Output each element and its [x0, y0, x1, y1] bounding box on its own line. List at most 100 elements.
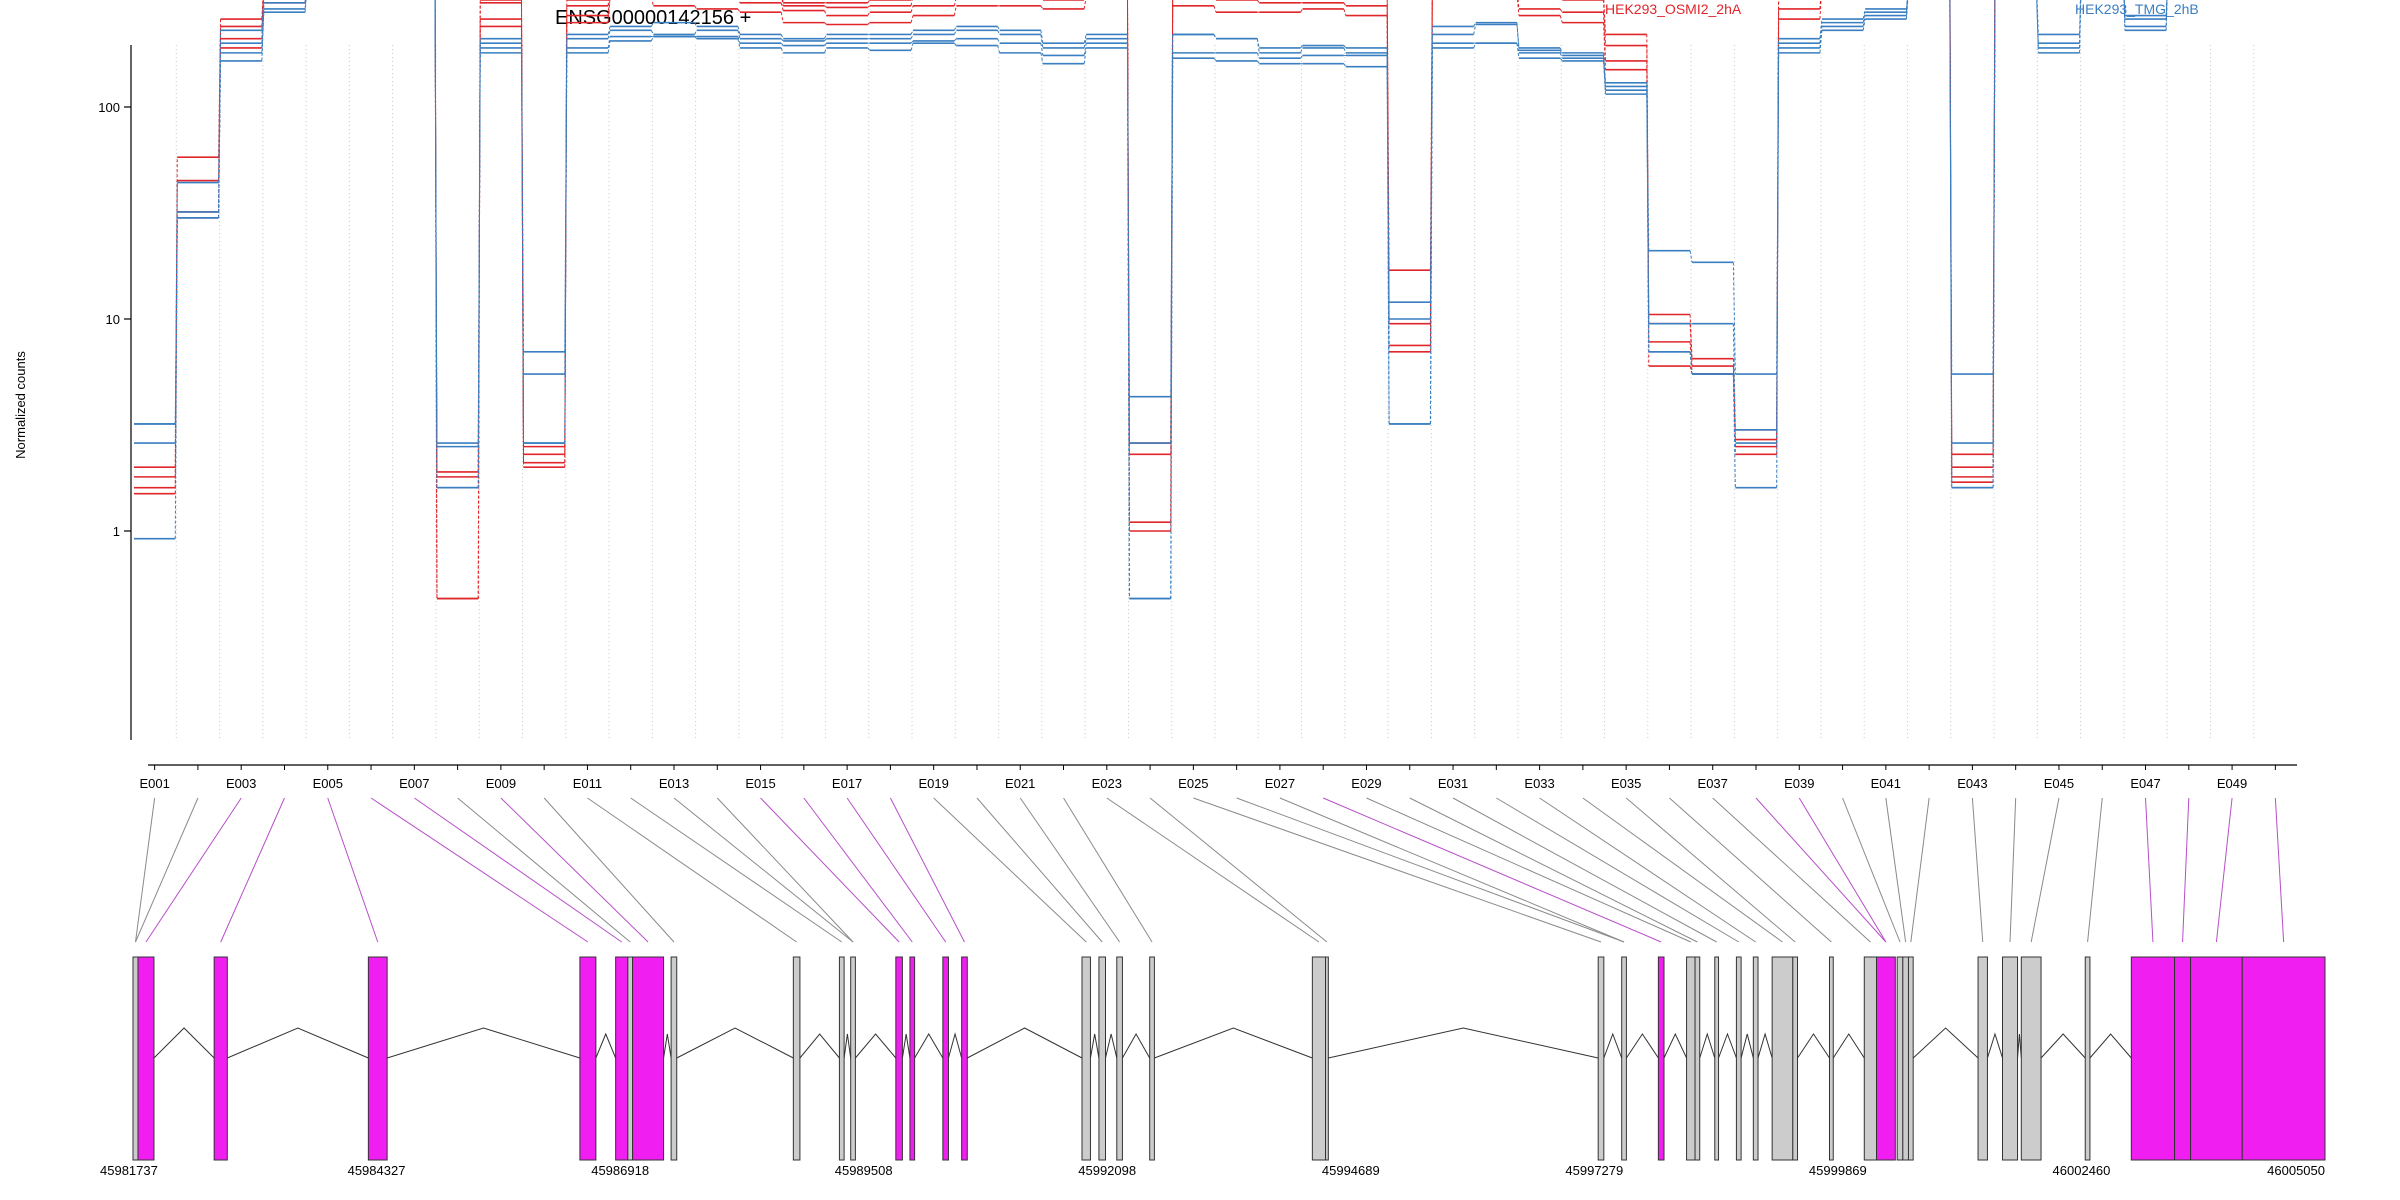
exon-block-flagged [213, 956, 228, 1161]
exon-block [1902, 956, 1909, 1161]
exon-connector-line [134, 797, 156, 943]
exon-connector-line [2087, 797, 2103, 943]
exon-connector-line [145, 797, 242, 943]
exon-transition [1862, 8, 1866, 20]
exon-transition [1256, 38, 1260, 53]
exon-transition [1300, 8, 1303, 13]
exon-transition [738, 0, 741, 3]
exon-transition [694, 36, 698, 40]
exon-label: E011 [573, 776, 602, 791]
axes [130, 45, 2297, 766]
exon-transition [1516, 24, 1520, 51]
exon-block [1714, 956, 1720, 1161]
exon-label: E041 [1871, 776, 1901, 791]
exon-block [838, 956, 845, 1161]
exon-transition [1603, 60, 1607, 95]
exon-transition [997, 38, 1001, 44]
intron-connector [843, 1033, 852, 1059]
genomic-coordinate-label: 45986918 [591, 1163, 649, 1178]
intron-connector [1328, 1027, 1599, 1059]
exon-block [1977, 956, 1988, 1161]
genomic-coordinate-label: 45997279 [1565, 1163, 1623, 1178]
genomic-coordinate-label: 46002460 [2053, 1163, 2111, 1178]
exon-transition [477, 52, 481, 488]
exon-connector-line [2182, 797, 2190, 943]
exon-transition [1343, 45, 1347, 49]
exon-connector-line [2274, 797, 2285, 943]
exon-connector-line [2215, 797, 2233, 943]
exon-connector-line [1323, 797, 1662, 943]
exon-label: E005 [313, 776, 343, 791]
exon-transition [1213, 5, 1217, 13]
exon-transition [218, 60, 222, 218]
exon-label: E013 [659, 776, 689, 791]
exon-transition [780, 47, 784, 54]
y-tick-label: 100 [98, 100, 120, 115]
exon-connector-line [1366, 797, 1692, 943]
exon-transition [650, 30, 654, 35]
exon-label: E049 [2217, 776, 2247, 791]
exon-transition [867, 47, 871, 51]
series-lines [134, 0, 2168, 600]
exon-transition [1473, 22, 1477, 27]
exon-transition [2165, 0, 2168, 31]
exon-label: E029 [1351, 776, 1381, 791]
exon-connector-line [1279, 797, 1625, 943]
intron-connector [1105, 1033, 1118, 1059]
exon-connector-line [414, 797, 623, 943]
exon-connector-line [2145, 797, 2154, 943]
intron-connector [1089, 1033, 1100, 1059]
exon-connector-line [630, 797, 843, 943]
exon-transition [304, 0, 307, 13]
exon-transition [1819, 18, 1823, 39]
intron-connector [1832, 1033, 1865, 1059]
exon-transition [737, 8, 741, 13]
exon-transition [910, 40, 914, 44]
intron-connector [387, 1027, 581, 1059]
exon-transition [997, 30, 1001, 35]
exon-label: E039 [1784, 776, 1814, 791]
exon-transition [1646, 94, 1650, 352]
exon-connector-line [1106, 797, 1320, 943]
exon-transition [607, 0, 611, 23]
exon-connector-line [1236, 797, 1625, 943]
exon-transition [953, 5, 957, 16]
exon-block-flagged [137, 956, 155, 1161]
intron-connector [901, 1033, 911, 1059]
exon-transition [1083, 38, 1087, 49]
exon-transition [1516, 43, 1520, 59]
exon-connector-line [1910, 797, 1930, 943]
exon-connector-line [1452, 797, 1717, 943]
exon-label: E031 [1438, 776, 1468, 791]
exon-block [1597, 956, 1605, 1161]
exon-connector-line [1539, 797, 1756, 943]
exon-block [1863, 956, 1878, 1161]
exon-connector-line [220, 797, 285, 943]
exon-transition [1343, 2, 1347, 7]
exon-transition [694, 22, 698, 27]
chart-title: ENSG00000142156 + [555, 7, 751, 29]
exon-transition [737, 30, 741, 39]
exon-transition [1213, 34, 1217, 39]
exon-transition [1559, 8, 1563, 13]
exon-label: E001 [139, 776, 169, 791]
exon-transition [1776, 52, 1780, 488]
exon-label: E003 [226, 776, 256, 791]
exon-connector-line [673, 797, 854, 943]
genomic-coordinate-label: 45992098 [1078, 1163, 1136, 1178]
genomic-coordinate-label: 45989508 [835, 1163, 893, 1178]
exon-label: E033 [1524, 776, 1554, 791]
exon-transition [651, 0, 654, 6]
exon-transition [867, 0, 871, 4]
exon-connector-line [327, 797, 379, 943]
exon-label: E045 [2044, 776, 2074, 791]
exon-transition [1905, 0, 1909, 20]
exon-block [1116, 956, 1123, 1161]
exon-block [1325, 956, 1329, 1161]
exon-connector-line [846, 797, 947, 943]
exon-block [670, 956, 678, 1161]
intron-connector [595, 1032, 617, 1059]
exon-transition [1040, 5, 1044, 10]
exon-transition [953, 26, 957, 31]
exon-transition [997, 26, 1001, 31]
